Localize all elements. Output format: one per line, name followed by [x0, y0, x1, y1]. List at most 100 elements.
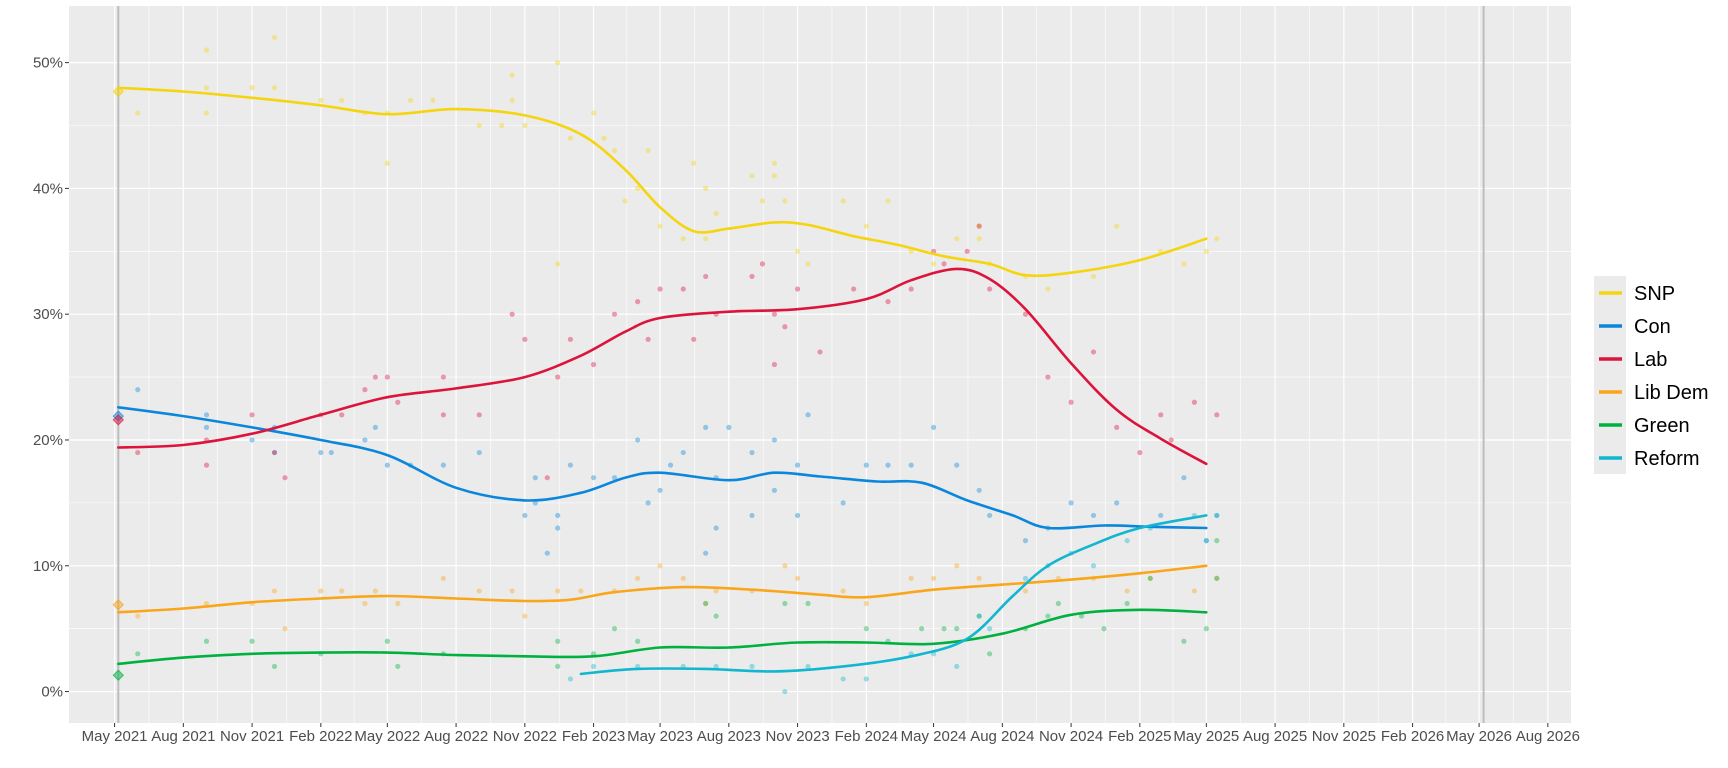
poll-point-reform	[782, 688, 788, 695]
trend-lines	[117, 86, 1208, 676]
poll-point-lib-dem	[703, 600, 709, 607]
poll-point-con	[645, 500, 651, 506]
poll-point-lib-dem	[976, 575, 982, 581]
poll-point-lab	[203, 462, 210, 468]
poll-point-lib-dem	[840, 588, 846, 594]
poll-point-con	[249, 437, 255, 443]
poll-point-lab	[1090, 349, 1097, 355]
poll-point-snp	[407, 97, 414, 103]
poll-point-lab	[635, 299, 641, 305]
poll-point-con	[1090, 512, 1097, 519]
poll-point-snp	[782, 198, 788, 204]
poll-point-snp	[908, 248, 914, 254]
poll-point-lab	[384, 374, 390, 380]
poll-point-snp	[590, 110, 597, 116]
poll-point-con	[657, 487, 663, 493]
poll-point-snp	[759, 198, 766, 204]
legend-label-lab: Lab	[1634, 349, 1667, 371]
poll-point-lab	[509, 311, 515, 317]
poll-point-snp	[1090, 273, 1097, 280]
x-tick-label: May 2025	[1173, 728, 1239, 745]
poll-point-con	[954, 462, 960, 468]
grid	[69, 6, 1571, 723]
poll-point-lib-dem	[282, 626, 288, 632]
poll-point-snp	[339, 97, 345, 103]
poll-point-con	[590, 475, 597, 481]
poll-point-con	[203, 412, 210, 418]
x-tick-label: May 2021	[82, 728, 148, 745]
x-tick-label: May 2026	[1446, 728, 1512, 745]
poll-point-lib-dem	[794, 575, 801, 581]
x-tick-label: Aug 2023	[697, 728, 761, 745]
poll-point-snp	[954, 236, 960, 242]
poll-point-lab	[1191, 399, 1197, 405]
x-tick-label: Aug 2022	[424, 728, 488, 745]
poll-point-lib-dem	[1022, 588, 1029, 594]
poll-point-snp	[1045, 286, 1051, 292]
poll-point-reform	[1203, 538, 1209, 544]
poll-point-green	[555, 638, 561, 644]
poll-point-snp	[976, 236, 982, 242]
poll-point-con	[805, 412, 811, 418]
poll-point-snp	[771, 160, 778, 166]
poll-point-snp	[271, 85, 278, 91]
legend-label-reform: Reform	[1634, 448, 1700, 470]
poll-point-con	[885, 462, 891, 468]
poll-point-green	[384, 638, 390, 644]
trend-line-reform	[579, 514, 1208, 676]
plot-panel	[69, 6, 1571, 723]
x-tick-label: May 2022	[354, 728, 420, 745]
poll-point-snp	[703, 236, 709, 242]
poll-point-lab	[135, 449, 141, 456]
poll-point-lib-dem	[1214, 575, 1220, 581]
x-tick-label: Feb 2023	[562, 728, 625, 745]
poll-point-snp	[601, 135, 607, 141]
poll-point-snp	[567, 135, 574, 141]
poll-point-con	[384, 462, 390, 468]
poll-point-lab	[271, 449, 278, 456]
poll-point-lab	[611, 311, 618, 317]
x-axis: May 2021 Aug 2021 Nov 2021 Feb 2022 May 2022…	[82, 723, 1580, 745]
poll-point-con	[987, 512, 993, 519]
poll-point-snp	[509, 97, 515, 103]
legend: SNP Con Lab Lib Dem Green Reform	[1594, 276, 1708, 474]
poll-point-reform	[863, 676, 869, 682]
poll-point-lab	[680, 286, 686, 292]
poll-point-lib-dem	[271, 588, 278, 594]
legend-label-con: Con	[1634, 316, 1671, 338]
poll-point-con	[532, 475, 538, 481]
poll-point-con	[555, 525, 561, 531]
poll-point-lab	[771, 361, 778, 368]
poll-point-lab	[1114, 424, 1120, 430]
x-tick-label: Feb 2025	[1108, 728, 1171, 745]
poll-point-lib-dem	[318, 588, 324, 594]
poll-point-lib-dem	[440, 575, 446, 581]
x-tick-label: Aug 2021	[151, 728, 215, 745]
poll-point-lab	[657, 286, 663, 292]
poll-point-lab	[282, 475, 288, 481]
poll-point-con	[863, 462, 869, 468]
poll-point-lab	[1214, 412, 1220, 418]
poll-point-lab	[440, 412, 446, 418]
poll-point-lab	[249, 412, 255, 418]
poll-point-con	[522, 512, 528, 519]
y-tick-label: 0%	[41, 684, 63, 701]
poll-point-lab	[362, 387, 368, 393]
poll-point-lab	[794, 286, 801, 292]
y-tick-label: 10%	[33, 558, 63, 575]
poll-point-con	[1068, 500, 1074, 506]
poll-point-con	[908, 462, 914, 468]
poll-point-reform	[1022, 575, 1029, 581]
poll-point-green	[135, 651, 141, 657]
trend-line-con	[117, 406, 1208, 530]
y-tick-label: 20%	[33, 432, 63, 449]
trend-line-snp	[117, 86, 1208, 278]
poll-point-snp	[680, 236, 686, 242]
poll-point-con	[976, 487, 982, 493]
poll-point-snp	[430, 97, 436, 103]
poll-point-lab	[691, 336, 697, 342]
x-tick-label: May 2023	[627, 728, 693, 745]
poll-point-snp	[509, 72, 515, 78]
poll-point-lib-dem	[135, 613, 141, 619]
trend-line-lib-dem	[117, 564, 1208, 614]
